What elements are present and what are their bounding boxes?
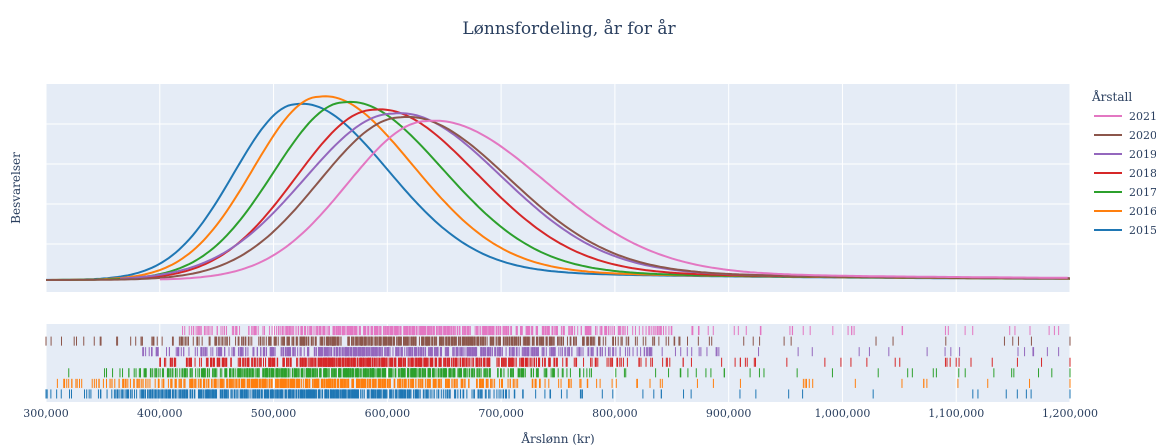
rug-row-2021 [182, 326, 1060, 336]
x-axis-title: Årslønn (kr) [520, 431, 594, 446]
legend-label: 2018 [1129, 167, 1156, 180]
legend: Årstall 2021 2020 2019 2018 2017 2016 2015 [1091, 89, 1156, 237]
legend-item-2015[interactable]: 2015 [1094, 224, 1156, 237]
x-tick-label: 1,200,000 [1042, 407, 1098, 420]
x-tick-label: 1,000,000 [814, 407, 870, 420]
legend-item-2018[interactable]: 2018 [1094, 167, 1156, 180]
legend-label: 2016 [1129, 205, 1156, 218]
x-tick-label: 1,100,000 [928, 407, 984, 420]
legend-label: 2019 [1129, 148, 1156, 161]
legend-item-2016[interactable]: 2016 [1094, 205, 1156, 218]
legend-label: 2017 [1129, 186, 1156, 199]
rug-row-2017 [68, 368, 1071, 378]
legend-item-2019[interactable]: 2019 [1094, 148, 1156, 161]
rug-row-2018 [159, 357, 1071, 367]
x-tick-label: 300,000 [23, 407, 69, 420]
main-plot-background [46, 84, 1070, 292]
legend-label: 2021 [1129, 110, 1156, 123]
x-tick-label: 600,000 [365, 407, 411, 420]
legend-item-2020[interactable]: 2020 [1094, 129, 1156, 142]
legend-label: 2015 [1129, 224, 1156, 237]
rug-row-2015 [45, 389, 1071, 399]
legend-label: 2020 [1129, 129, 1156, 142]
x-axis-ticks: 300,000 400,000 500,000 600,000 700,000 800,0… [23, 407, 1098, 420]
curve-2021[interactable] [159, 119, 1068, 281]
x-tick-label: 900,000 [706, 407, 752, 420]
chart-title: Lønnsfordeling, år for år [462, 19, 676, 39]
x-tick-label: 500,000 [251, 407, 297, 420]
rug-marks [45, 326, 1071, 399]
density-curves [46, 95, 1070, 281]
legend-item-2017[interactable]: 2017 [1094, 186, 1156, 199]
x-tick-label: 800,000 [592, 407, 638, 420]
rug-row-2016 [56, 378, 1071, 388]
legend-title: Årstall [1091, 89, 1132, 104]
x-tick-label: 400,000 [137, 407, 183, 420]
x-tick-label: 700,000 [478, 407, 524, 420]
legend-item-2021[interactable]: 2021 [1094, 110, 1156, 123]
rug-row-2019 [142, 347, 1060, 357]
rug-row-2020 [45, 336, 1071, 346]
y-axis-title: Besvarelser [9, 152, 23, 224]
